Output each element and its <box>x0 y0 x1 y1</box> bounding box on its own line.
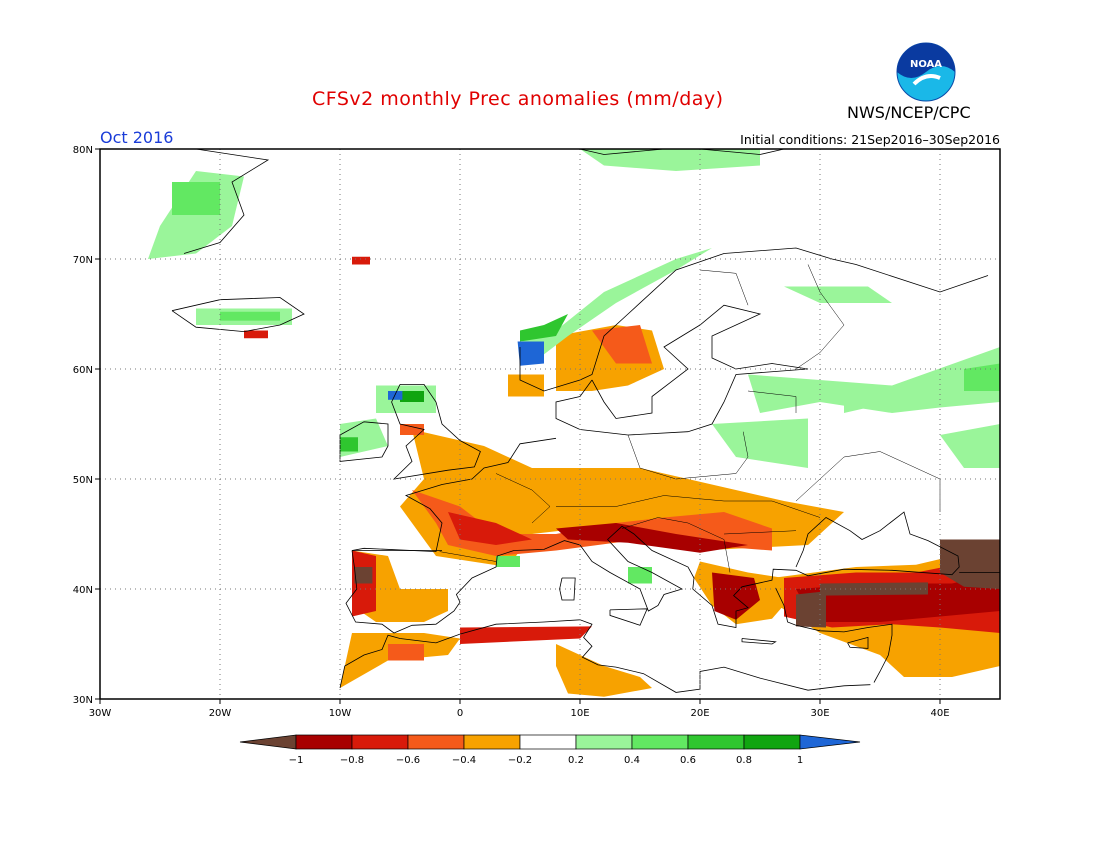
colorbar-tick-label: 0.4 <box>624 755 640 766</box>
colorbar-swatch <box>687 734 745 750</box>
colorbar-swatch <box>631 734 689 750</box>
lon-label: 20W <box>209 708 232 719</box>
lat-label: 60N <box>73 365 93 376</box>
initial-conditions: Initial conditions: 21Sep2016–30Sep2016 <box>740 132 1000 147</box>
lat-label: 30N <box>73 695 93 706</box>
lat-label: 80N <box>73 145 93 156</box>
latitude-labels: 80N 70N 60N 50N 40N 30N <box>73 145 100 706</box>
colorbar-labels: −1 −0.8 −0.6 −0.4 −0.2 0.2 0.4 0.6 0.8 1 <box>289 755 804 766</box>
agency-label: NWS/NCEP/CPC <box>847 103 971 122</box>
lon-label: 40E <box>930 708 949 719</box>
colorbar-swatch <box>575 734 633 750</box>
lon-label: 10E <box>570 708 589 719</box>
colorbar-tick-label: −0.6 <box>396 755 420 766</box>
lon-label: 30E <box>810 708 829 719</box>
colorbar-swatch <box>519 734 577 750</box>
month-label: Oct 2016 <box>100 128 174 147</box>
lon-label: 10W <box>329 708 352 719</box>
colorbar-tick-label: 0.6 <box>680 755 696 766</box>
lat-label: 40N <box>73 585 93 596</box>
colorbar-tick-label: −1 <box>289 755 304 766</box>
colorbar-lower-arrow <box>239 734 297 750</box>
logo-text: NOAA <box>910 59 942 70</box>
lat-label: 50N <box>73 475 93 486</box>
colorbar-upper-arrow <box>799 734 861 750</box>
colorbar-swatch <box>407 734 465 750</box>
lon-label: 0 <box>457 708 463 719</box>
lat-label: 70N <box>73 255 93 266</box>
coastlines <box>171 148 1000 693</box>
colorbar <box>239 734 861 750</box>
colorbar-tick-label: 1 <box>797 755 803 766</box>
colorbar-tick-label: −0.2 <box>508 755 532 766</box>
lon-label: 30W <box>89 708 112 719</box>
chart-title: CFSv2 monthly Prec anomalies (mm/day) <box>312 88 724 110</box>
colorbar-tick-label: 0.8 <box>736 755 752 766</box>
colorbar-swatch <box>463 734 521 750</box>
colorbar-tick-label: 0.2 <box>568 755 584 766</box>
colorbar-swatch <box>743 734 801 750</box>
graticule <box>100 149 1000 699</box>
colorbar-swatch <box>351 734 409 750</box>
anomaly-cells <box>148 149 1000 697</box>
noaa-logo-icon: NOAA <box>896 42 956 102</box>
colorbar-tick-label: −0.8 <box>340 755 364 766</box>
lon-label: 20E <box>690 708 709 719</box>
colorbar-tick-label: −0.4 <box>452 755 476 766</box>
longitude-labels: 30W 20W 10W 0 10E 20E 30E 40E <box>89 699 950 719</box>
map-frame <box>99 148 1001 700</box>
colorbar-swatch <box>295 734 353 750</box>
